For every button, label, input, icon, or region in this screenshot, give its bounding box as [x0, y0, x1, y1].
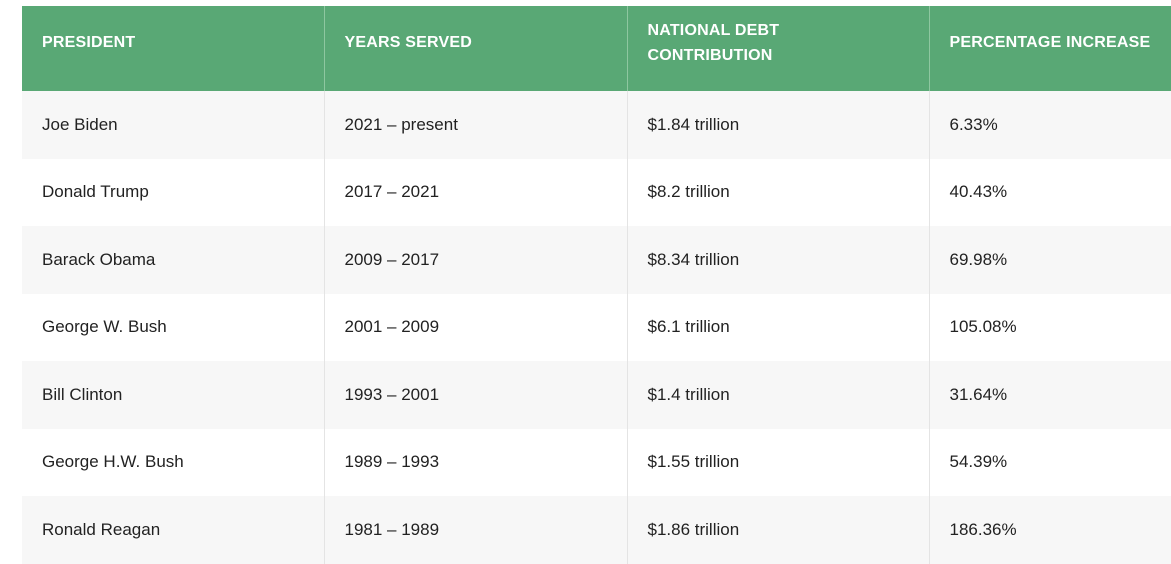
header-years-served: YEARS SERVED	[324, 6, 628, 91]
cell-pct: 40.43%	[929, 158, 1171, 226]
cell-pct: 105.08%	[929, 293, 1171, 361]
cell-years: 1989 – 1993	[324, 428, 628, 496]
header-pct-label: PERCENTAGE INCREASE	[949, 34, 1151, 51]
cell-pct: 6.33%	[929, 91, 1171, 159]
header-years-label: YEARS SERVED	[344, 34, 472, 51]
cell-president: Ronald Reagan	[22, 496, 325, 564]
cell-debt: $1.55 trillion	[627, 428, 930, 496]
cell-debt: $8.34 trillion	[627, 226, 930, 294]
cell-president: Donald Trump	[22, 158, 325, 226]
header-president: PRESIDENT	[22, 6, 325, 91]
cell-years: 2017 – 2021	[324, 158, 628, 226]
cell-debt: $6.1 trillion	[627, 293, 930, 361]
table-row: Donald Trump 2017 – 2021 $8.2 trillion 4…	[22, 158, 1171, 226]
cell-years: 2021 – present	[324, 91, 628, 159]
cell-president: Barack Obama	[22, 226, 325, 294]
cell-president: George H.W. Bush	[22, 428, 325, 496]
header-debt-contribution: NATIONAL DEBT CONTRIBUTION	[627, 6, 930, 91]
cell-debt: $8.2 trillion	[627, 158, 930, 226]
table-header: PRESIDENT YEARS SERVED NATIONAL DEBT CON…	[22, 6, 1171, 91]
cell-years: 2009 – 2017	[324, 226, 628, 294]
cell-years: 2001 – 2009	[324, 293, 628, 361]
cell-president: George W. Bush	[22, 293, 325, 361]
header-president-label: PRESIDENT	[42, 34, 136, 51]
cell-pct: 54.39%	[929, 428, 1171, 496]
cell-pct: 186.36%	[929, 496, 1171, 564]
cell-debt: $1.86 trillion	[627, 496, 930, 564]
debt-table-container: PRESIDENT YEARS SERVED NATIONAL DEBT CON…	[22, 6, 1171, 564]
cell-debt: $1.4 trillion	[627, 361, 930, 429]
cell-pct: 31.64%	[929, 361, 1171, 429]
president-debt-table: PRESIDENT YEARS SERVED NATIONAL DEBT CON…	[22, 6, 1171, 564]
table-row: George H.W. Bush 1989 – 1993 $1.55 trill…	[22, 428, 1171, 496]
cell-debt: $1.84 trillion	[627, 91, 930, 159]
header-percentage-increase: PERCENTAGE INCREASE	[929, 6, 1171, 91]
cell-pct: 69.98%	[929, 226, 1171, 294]
header-row: PRESIDENT YEARS SERVED NATIONAL DEBT CON…	[22, 6, 1171, 91]
cell-president: Joe Biden	[22, 91, 325, 159]
table-row: George W. Bush 2001 – 2009 $6.1 trillion…	[22, 293, 1171, 361]
table-row: Barack Obama 2009 – 2017 $8.34 trillion …	[22, 226, 1171, 294]
cell-years: 1981 – 1989	[324, 496, 628, 564]
table-row: Joe Biden 2021 – present $1.84 trillion …	[22, 91, 1171, 159]
table-body: Joe Biden 2021 – present $1.84 trillion …	[22, 91, 1171, 564]
table-row: Bill Clinton 1993 – 2001 $1.4 trillion 3…	[22, 361, 1171, 429]
cell-years: 1993 – 2001	[324, 361, 628, 429]
cell-president: Bill Clinton	[22, 361, 325, 429]
table-row: Ronald Reagan 1981 – 1989 $1.86 trillion…	[22, 496, 1171, 564]
header-debt-label: NATIONAL DEBT CONTRIBUTION	[647, 21, 780, 64]
